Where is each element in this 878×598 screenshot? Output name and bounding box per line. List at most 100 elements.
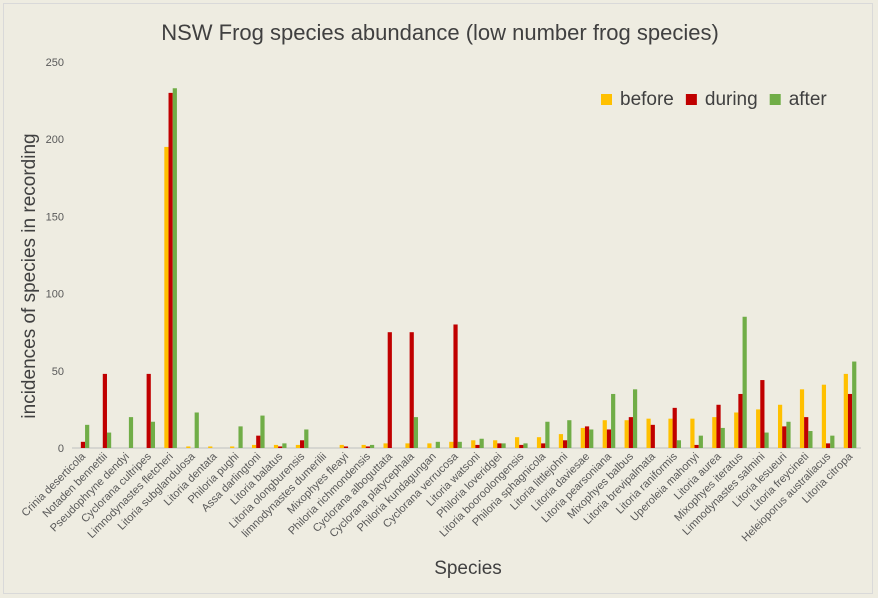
bar-during <box>365 446 370 448</box>
bar-before <box>514 437 520 448</box>
bar-before <box>580 427 585 448</box>
bar-before <box>295 444 301 448</box>
bar-after <box>545 421 550 448</box>
bar-after <box>282 443 287 448</box>
bar-after <box>830 435 835 448</box>
bar-after <box>128 417 134 448</box>
bar-during <box>847 393 853 448</box>
y-axis-title: incidences of species in recording <box>19 133 40 418</box>
bar-during <box>278 446 283 448</box>
bar-before <box>273 444 279 448</box>
bar-after <box>85 424 90 448</box>
bar-before <box>690 418 695 448</box>
bar-after <box>304 429 309 448</box>
bar-before <box>471 440 476 448</box>
bar-during <box>256 435 261 448</box>
bar-during <box>694 444 699 448</box>
bar-before <box>843 373 848 448</box>
bar-after <box>742 316 747 448</box>
bar-during <box>409 332 414 448</box>
bar-before <box>361 444 366 448</box>
bar-after <box>369 444 375 448</box>
legend-swatch-during <box>685 94 697 105</box>
bar-during <box>672 407 677 448</box>
y-tick-label: 100 <box>46 289 64 301</box>
bar-during <box>387 332 392 448</box>
bar-before <box>799 389 805 448</box>
bar-after <box>501 443 506 448</box>
bar-during <box>475 444 480 448</box>
bar-after <box>172 88 177 448</box>
bar-after <box>479 438 484 448</box>
bar-before <box>821 384 827 448</box>
bar-during <box>453 324 458 448</box>
bar-during <box>102 373 107 448</box>
bar-after <box>632 389 638 448</box>
bar-during <box>519 444 524 448</box>
bar-after <box>852 361 857 448</box>
bar-before <box>734 412 739 448</box>
bar-after <box>720 427 725 448</box>
bar-after <box>435 441 440 448</box>
bar-before <box>777 404 783 448</box>
bar-after <box>589 429 594 448</box>
legend-label-after: after <box>789 89 828 110</box>
bar-after <box>523 443 528 448</box>
bar-after <box>786 421 791 448</box>
bar-during <box>782 426 787 448</box>
y-tick-label: 0 <box>58 443 64 455</box>
legend-label-before: before <box>620 89 674 110</box>
bar-before <box>756 409 761 448</box>
bar-during <box>826 443 831 448</box>
bar-after <box>457 441 462 448</box>
bar-before <box>449 441 454 448</box>
y-tick-label: 150 <box>46 211 64 223</box>
bar-before <box>602 420 607 448</box>
bar-before <box>405 443 410 448</box>
bar-after <box>764 432 769 448</box>
bar-during <box>146 373 151 448</box>
bar-before <box>208 446 213 448</box>
bar-before <box>646 418 651 448</box>
bar-during <box>716 404 721 448</box>
bar-before <box>712 417 717 448</box>
chart-svg: NSW Frog species abundance (low number f… <box>19 20 861 579</box>
bar-before <box>493 440 498 448</box>
bar-during <box>584 426 590 448</box>
bar-during <box>650 424 655 448</box>
bar-after <box>150 421 156 448</box>
bar-during <box>606 429 612 448</box>
bar-before <box>230 446 235 448</box>
bar-after <box>194 412 199 448</box>
bar-after <box>238 426 243 448</box>
legend-swatch-before <box>601 94 612 105</box>
bar-before <box>668 418 673 448</box>
bar-after <box>413 417 419 448</box>
bar-after <box>698 435 703 448</box>
chart-frame: NSW Frog species abundance (low number f… <box>3 3 873 594</box>
y-tick-label: 200 <box>46 134 64 146</box>
bar-before <box>186 446 191 448</box>
legend-swatch-after <box>769 94 781 105</box>
bar-after <box>676 440 682 448</box>
bar-after <box>260 415 265 448</box>
bar-before <box>558 434 564 448</box>
y-tick-label: 50 <box>52 366 64 378</box>
bar-before <box>383 443 388 448</box>
bar-after <box>808 431 813 448</box>
legend-label-during: during <box>705 89 758 110</box>
bar-during <box>497 443 502 448</box>
bar-during <box>80 441 86 448</box>
bar-after <box>611 393 616 448</box>
bar-before <box>251 444 257 448</box>
bars <box>80 88 857 449</box>
bar-during <box>804 417 809 448</box>
bar-before <box>164 146 169 449</box>
bar-after <box>106 432 112 448</box>
bar-before <box>536 437 542 448</box>
x-axis-title: Species <box>434 558 502 579</box>
bar-during <box>738 393 743 448</box>
bar-before <box>624 420 629 448</box>
bar-during <box>300 440 305 448</box>
